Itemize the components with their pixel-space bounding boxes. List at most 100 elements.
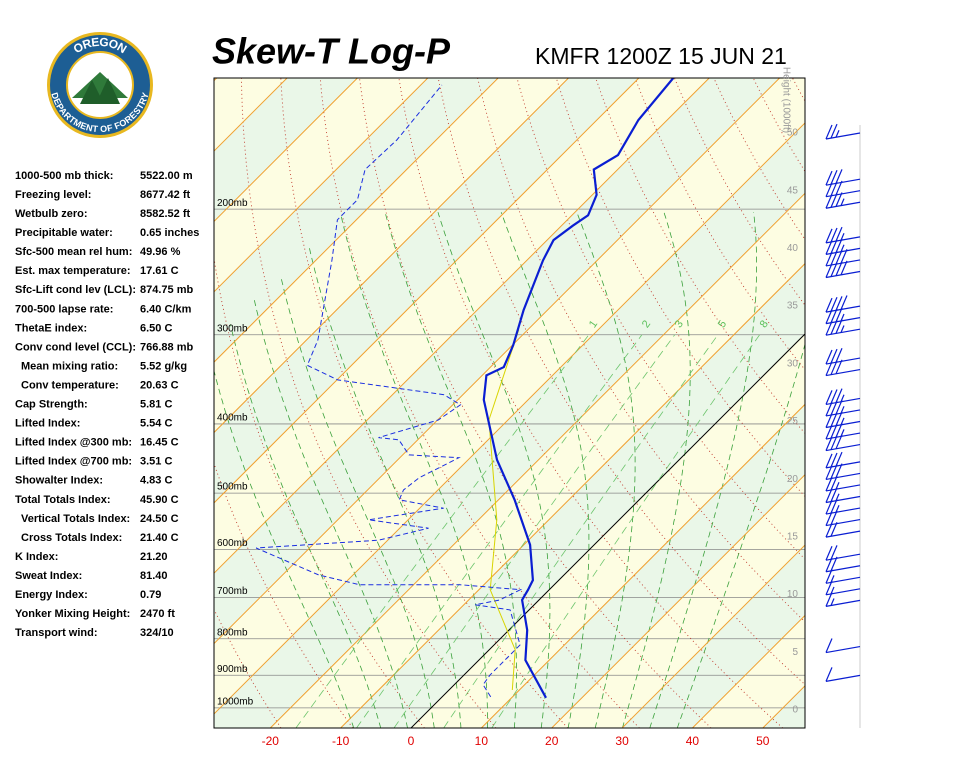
- band: [214, 78, 805, 714]
- mixing-ratio-label: 2: [640, 318, 653, 330]
- stat-label: Sfc-500 mean rel hum:: [15, 246, 132, 258]
- isotherm: [214, 78, 640, 504]
- barb-feather: [825, 349, 833, 365]
- x-tick-label: 30: [615, 734, 629, 748]
- isotherm: [833, 78, 960, 728]
- moist-adiabat: [649, 212, 757, 728]
- barb-feather: [830, 487, 838, 502]
- barb-feather: [830, 262, 838, 277]
- dry-adiabat: [516, 78, 805, 560]
- isotherm: [214, 78, 358, 223]
- stat-value: 0.79: [140, 589, 161, 601]
- barb-feather: [830, 545, 838, 560]
- barb-feather: [830, 510, 838, 525]
- moist-adiabat: [230, 324, 382, 728]
- barb-feather: [825, 251, 833, 267]
- stat-label: Mean mixing ratio:: [21, 360, 118, 372]
- stat-value: 324/10: [140, 627, 174, 639]
- stat-value: 6.50 C: [140, 322, 172, 334]
- barb-feather: [835, 296, 843, 311]
- x-tick-label: -10: [332, 734, 350, 748]
- barb-feather: [825, 638, 833, 653]
- barb-feather: [835, 169, 843, 184]
- dry-adiabat: [477, 78, 805, 623]
- dry-adiabat: [319, 78, 640, 728]
- barb-feather: [835, 180, 843, 196]
- barb-feather: [830, 170, 838, 185]
- barb-feather: [830, 296, 838, 312]
- stat-value: 5.81 C: [140, 399, 172, 411]
- x-tick-label: 50: [756, 734, 770, 748]
- stat-value: 0.65 inches: [140, 227, 199, 239]
- wind-barb: [825, 411, 861, 429]
- barb-feather: [840, 244, 845, 252]
- barb-feather: [830, 475, 838, 491]
- mixing-ratio-line: [443, 334, 719, 728]
- barb-feather: [830, 227, 838, 243]
- barb-feather: [830, 193, 838, 208]
- stats-table: 1000-500 mb thick: 5522.00 m Freezing leve…: [15, 170, 199, 639]
- barb-feather: [840, 198, 845, 206]
- plot-area: [214, 78, 960, 728]
- dry-adiabat: [832, 78, 960, 728]
- stat-value: 2470 ft: [140, 608, 175, 620]
- barb-feather: [825, 124, 833, 140]
- height-tick-label: 25: [787, 416, 799, 427]
- isotherm: [692, 614, 805, 728]
- isotherm: [214, 78, 569, 434]
- stat-label: Precipitable water:: [15, 227, 113, 239]
- dry-adiabat: [911, 78, 960, 728]
- stat-value: 81.40: [140, 570, 168, 582]
- barb-feather: [830, 412, 838, 427]
- x-tick-label: -20: [262, 734, 280, 748]
- barb-feather: [825, 390, 833, 405]
- isotherm: [621, 544, 805, 728]
- barb-feather: [825, 263, 833, 278]
- y-tick-label: 600mb: [217, 538, 248, 549]
- barb-feather: [825, 569, 833, 584]
- y-tick-label: 700mb: [217, 586, 248, 597]
- barb-feather: [835, 226, 843, 242]
- logo-top: OREGON: [71, 35, 129, 56]
- x-tick-label: 20: [545, 734, 559, 748]
- stat-label: Sweat Index:: [15, 570, 82, 582]
- dry-adiabat: [214, 255, 425, 728]
- wind-barb: [825, 498, 861, 515]
- barb-feather: [830, 464, 838, 479]
- barb-feather: [825, 557, 833, 572]
- moist-adiabat: [676, 342, 805, 728]
- mixing-ratio-line: [356, 334, 643, 728]
- barb-feather: [840, 406, 845, 414]
- chart-subtitle: KMFR 1200Z 15 JUN 21: [535, 43, 787, 69]
- barb-feather: [825, 592, 833, 607]
- barb-feather: [825, 401, 833, 417]
- barb-feather: [835, 359, 843, 375]
- barb-feather: [825, 522, 833, 538]
- stat-value: 21.20: [140, 551, 168, 563]
- barb-feather: [825, 194, 833, 209]
- x-tick-label: 10: [475, 734, 489, 748]
- barb-feather: [835, 348, 843, 363]
- barb-feather: [830, 522, 838, 537]
- barb-feather: [830, 400, 838, 416]
- barb-feather: [840, 429, 845, 437]
- height-tick-label: 10: [787, 589, 799, 600]
- height-tick-label: 45: [787, 185, 799, 196]
- wind-barb: [825, 667, 861, 682]
- dewpoint-line: [255, 84, 523, 698]
- wind-barb: [825, 388, 861, 406]
- barb-feather: [825, 580, 833, 596]
- barb-feather: [825, 320, 833, 336]
- barb-feather: [830, 239, 838, 254]
- barb-feather: [835, 388, 843, 403]
- barb-feather: [840, 232, 845, 241]
- wind-barb: [825, 123, 861, 140]
- barb-feather: [840, 417, 845, 426]
- chart-title: Skew-T Log-P: [212, 31, 451, 72]
- wind-barb: [825, 569, 861, 584]
- isotherm: [214, 78, 710, 574]
- dry-adiabat: [280, 78, 569, 728]
- barb-feather: [835, 261, 843, 276]
- logo-trees: [80, 78, 120, 104]
